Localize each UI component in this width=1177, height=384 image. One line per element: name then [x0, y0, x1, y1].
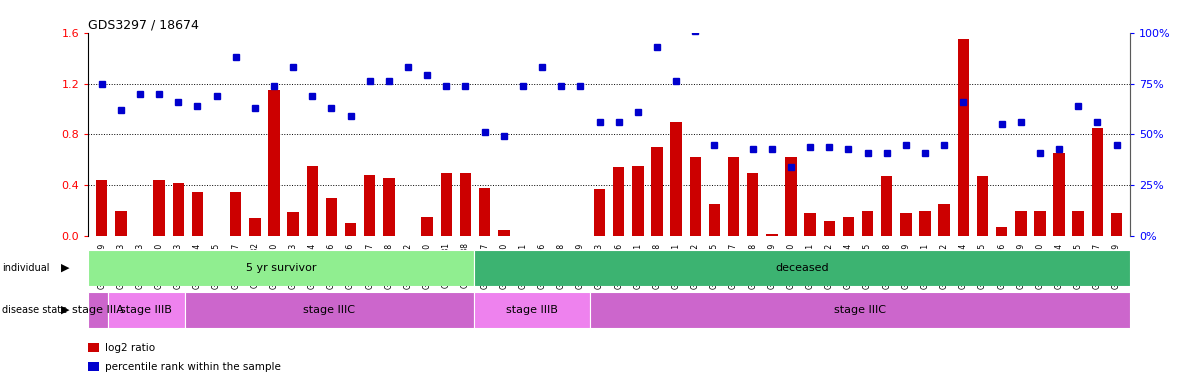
Bar [287, 212, 299, 236]
Bar [977, 176, 989, 236]
Bar [115, 211, 127, 236]
Bar [1015, 211, 1026, 236]
Bar [384, 178, 394, 236]
Text: percentile rank within the sample: percentile rank within the sample [105, 362, 280, 372]
Bar [590, 292, 1130, 328]
Bar [192, 192, 204, 236]
Text: stage IIIA: stage IIIA [72, 305, 124, 315]
Bar [421, 217, 433, 236]
Bar [747, 172, 758, 236]
Text: stage IIIB: stage IIIB [506, 305, 558, 315]
Bar [804, 213, 816, 236]
Bar [690, 157, 701, 236]
Bar [153, 180, 165, 236]
Bar [938, 204, 950, 236]
Bar [306, 166, 318, 236]
Bar [671, 122, 681, 236]
Bar [1035, 211, 1045, 236]
Bar [345, 223, 357, 236]
Text: log2 ratio: log2 ratio [105, 343, 155, 353]
Text: ▶: ▶ [60, 305, 69, 315]
Text: stage IIIB: stage IIIB [120, 305, 172, 315]
Bar [824, 221, 834, 236]
Bar [651, 147, 663, 236]
Bar [460, 172, 471, 236]
Text: 5 yr survivor: 5 yr survivor [246, 263, 317, 273]
Bar [107, 292, 185, 328]
Bar [727, 157, 739, 236]
Bar [1091, 128, 1103, 236]
Bar [173, 183, 184, 236]
Bar [474, 292, 590, 328]
Bar [88, 292, 107, 328]
Bar [1111, 213, 1122, 236]
Bar [785, 157, 797, 236]
Bar [185, 292, 474, 328]
Text: stage IIIC: stage IIIC [833, 305, 886, 315]
Bar [479, 188, 491, 236]
Bar [88, 343, 99, 352]
Bar [958, 39, 969, 236]
Text: deceased: deceased [776, 263, 829, 273]
Text: individual: individual [2, 263, 49, 273]
Bar [862, 211, 873, 236]
Bar [268, 90, 280, 236]
Bar [613, 167, 625, 236]
Bar [709, 204, 720, 236]
Bar [88, 250, 474, 286]
Bar [474, 250, 1130, 286]
Bar [230, 192, 241, 236]
Text: GDS3297 / 18674: GDS3297 / 18674 [88, 18, 199, 31]
Bar [88, 362, 99, 371]
Bar [900, 213, 912, 236]
Bar [843, 217, 855, 236]
Text: disease state: disease state [2, 305, 67, 315]
Bar [882, 176, 892, 236]
Bar [919, 211, 931, 236]
Bar [1072, 211, 1084, 236]
Bar [632, 166, 644, 236]
Bar [250, 218, 260, 236]
Bar [364, 175, 375, 236]
Bar [326, 198, 337, 236]
Bar [766, 233, 778, 236]
Bar [498, 230, 510, 236]
Bar [440, 172, 452, 236]
Bar [996, 227, 1008, 236]
Bar [97, 180, 107, 236]
Text: ▶: ▶ [60, 263, 69, 273]
Bar [1053, 154, 1065, 236]
Text: stage IIIC: stage IIIC [304, 305, 355, 315]
Bar [593, 189, 605, 236]
